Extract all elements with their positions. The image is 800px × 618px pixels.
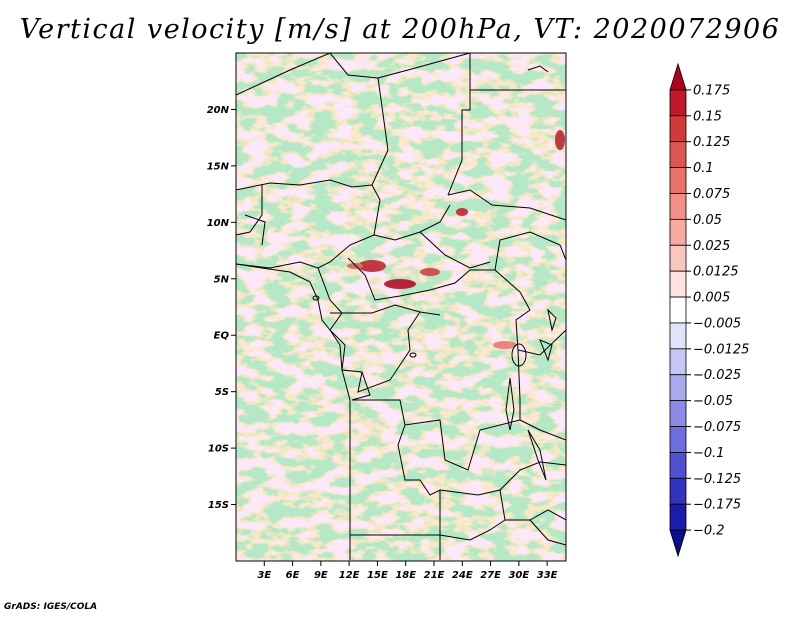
lat-tick-label: 15S bbox=[208, 500, 229, 511]
colorbar-box bbox=[669, 503, 687, 531]
lat-tick-label: EQ bbox=[214, 331, 230, 342]
colorbar-label: 0.005 bbox=[693, 291, 730, 306]
lat-tick-label: 5N bbox=[214, 274, 230, 285]
lon-tick-label: 18E bbox=[395, 570, 416, 581]
colorbar-top-triangle bbox=[669, 62, 687, 91]
map-title: Vertical velocity [m/s] at 200hPa, VT: 2… bbox=[19, 14, 781, 45]
lon-tick-label: 9E bbox=[314, 570, 328, 581]
longitude-axis: 3E 6E 9E 12E 15E 18E 21E 24E 27E 30E 33E bbox=[257, 561, 558, 581]
colorbar-label: −0.025 bbox=[693, 368, 741, 383]
colorbar-label: −0.005 bbox=[693, 316, 741, 331]
lat-tick-label: 10S bbox=[208, 444, 229, 455]
lon-tick-label: 6E bbox=[286, 570, 300, 581]
colorbar-label: −0.05 bbox=[693, 394, 733, 409]
colorbar-label: −0.2 bbox=[693, 524, 725, 539]
colorbar-box bbox=[669, 218, 687, 246]
lon-tick-label: 24E bbox=[452, 570, 473, 581]
colorbar-box bbox=[669, 270, 687, 298]
colorbar-box bbox=[669, 89, 687, 117]
colorbar-box bbox=[669, 322, 687, 350]
colorbar-box bbox=[669, 452, 687, 479]
lon-tick-label: 30E bbox=[508, 570, 529, 581]
lon-tick-label: 15E bbox=[367, 570, 388, 581]
latitude-axis: 20N 15N 10N 5N EQ 5S 10S 15S bbox=[207, 105, 236, 511]
lat-tick-label: 15N bbox=[207, 161, 230, 172]
colorbar-box bbox=[669, 374, 687, 402]
colorbar-box bbox=[669, 348, 687, 376]
lon-tick-label: 21E bbox=[424, 570, 445, 581]
colorbar-label: 0.0125 bbox=[693, 265, 739, 280]
colorbar-label: 0.025 bbox=[693, 239, 730, 254]
convection-cores bbox=[347, 130, 565, 349]
colorbar-box bbox=[669, 477, 687, 505]
colorbar-box bbox=[669, 244, 687, 272]
map-frame bbox=[235, 52, 567, 562]
colorbar-box bbox=[669, 193, 687, 220]
colorbar-label: −0.125 bbox=[693, 472, 741, 487]
country-borders bbox=[236, 53, 566, 560]
lat-tick-label: 10N bbox=[207, 218, 230, 229]
colorbar-box bbox=[669, 296, 687, 324]
colorbar-label: 0.175 bbox=[693, 83, 730, 98]
colorbar-label: −0.075 bbox=[693, 420, 741, 435]
lat-tick-label: 20N bbox=[207, 105, 230, 116]
colorbar-label: 0.125 bbox=[693, 135, 730, 150]
lon-tick-label: 33E bbox=[537, 570, 558, 581]
colorbar-box bbox=[669, 141, 687, 168]
colorbar-label: 0.1 bbox=[693, 161, 714, 176]
colorbar-label: 0.15 bbox=[693, 109, 722, 124]
colorbar-box bbox=[669, 426, 687, 453]
colorbar-label: −0.0125 bbox=[693, 342, 749, 357]
colorbar-box bbox=[669, 400, 687, 427]
grads-credit: GrADS: IGES/COLA bbox=[4, 602, 98, 612]
colorbar-bottom-triangle bbox=[669, 529, 687, 558]
lon-tick-label: 12E bbox=[339, 570, 360, 581]
colorbar-label: −0.175 bbox=[693, 498, 741, 513]
colorbar-label: 0.075 bbox=[693, 187, 730, 202]
lat-tick-label: 5S bbox=[215, 387, 229, 398]
colorbar-label: 0.05 bbox=[693, 213, 722, 228]
lon-tick-label: 3E bbox=[257, 570, 271, 581]
colorbar-box bbox=[669, 167, 687, 194]
colorbar: 0.175 0.15 0.125 0.1 0.075 0.05 0.025 0.0125 0.0… bbox=[669, 62, 749, 558]
colorbar-box bbox=[669, 115, 687, 143]
lon-tick-label: 27E bbox=[480, 570, 501, 581]
colorbar-label: −0.1 bbox=[693, 446, 725, 461]
